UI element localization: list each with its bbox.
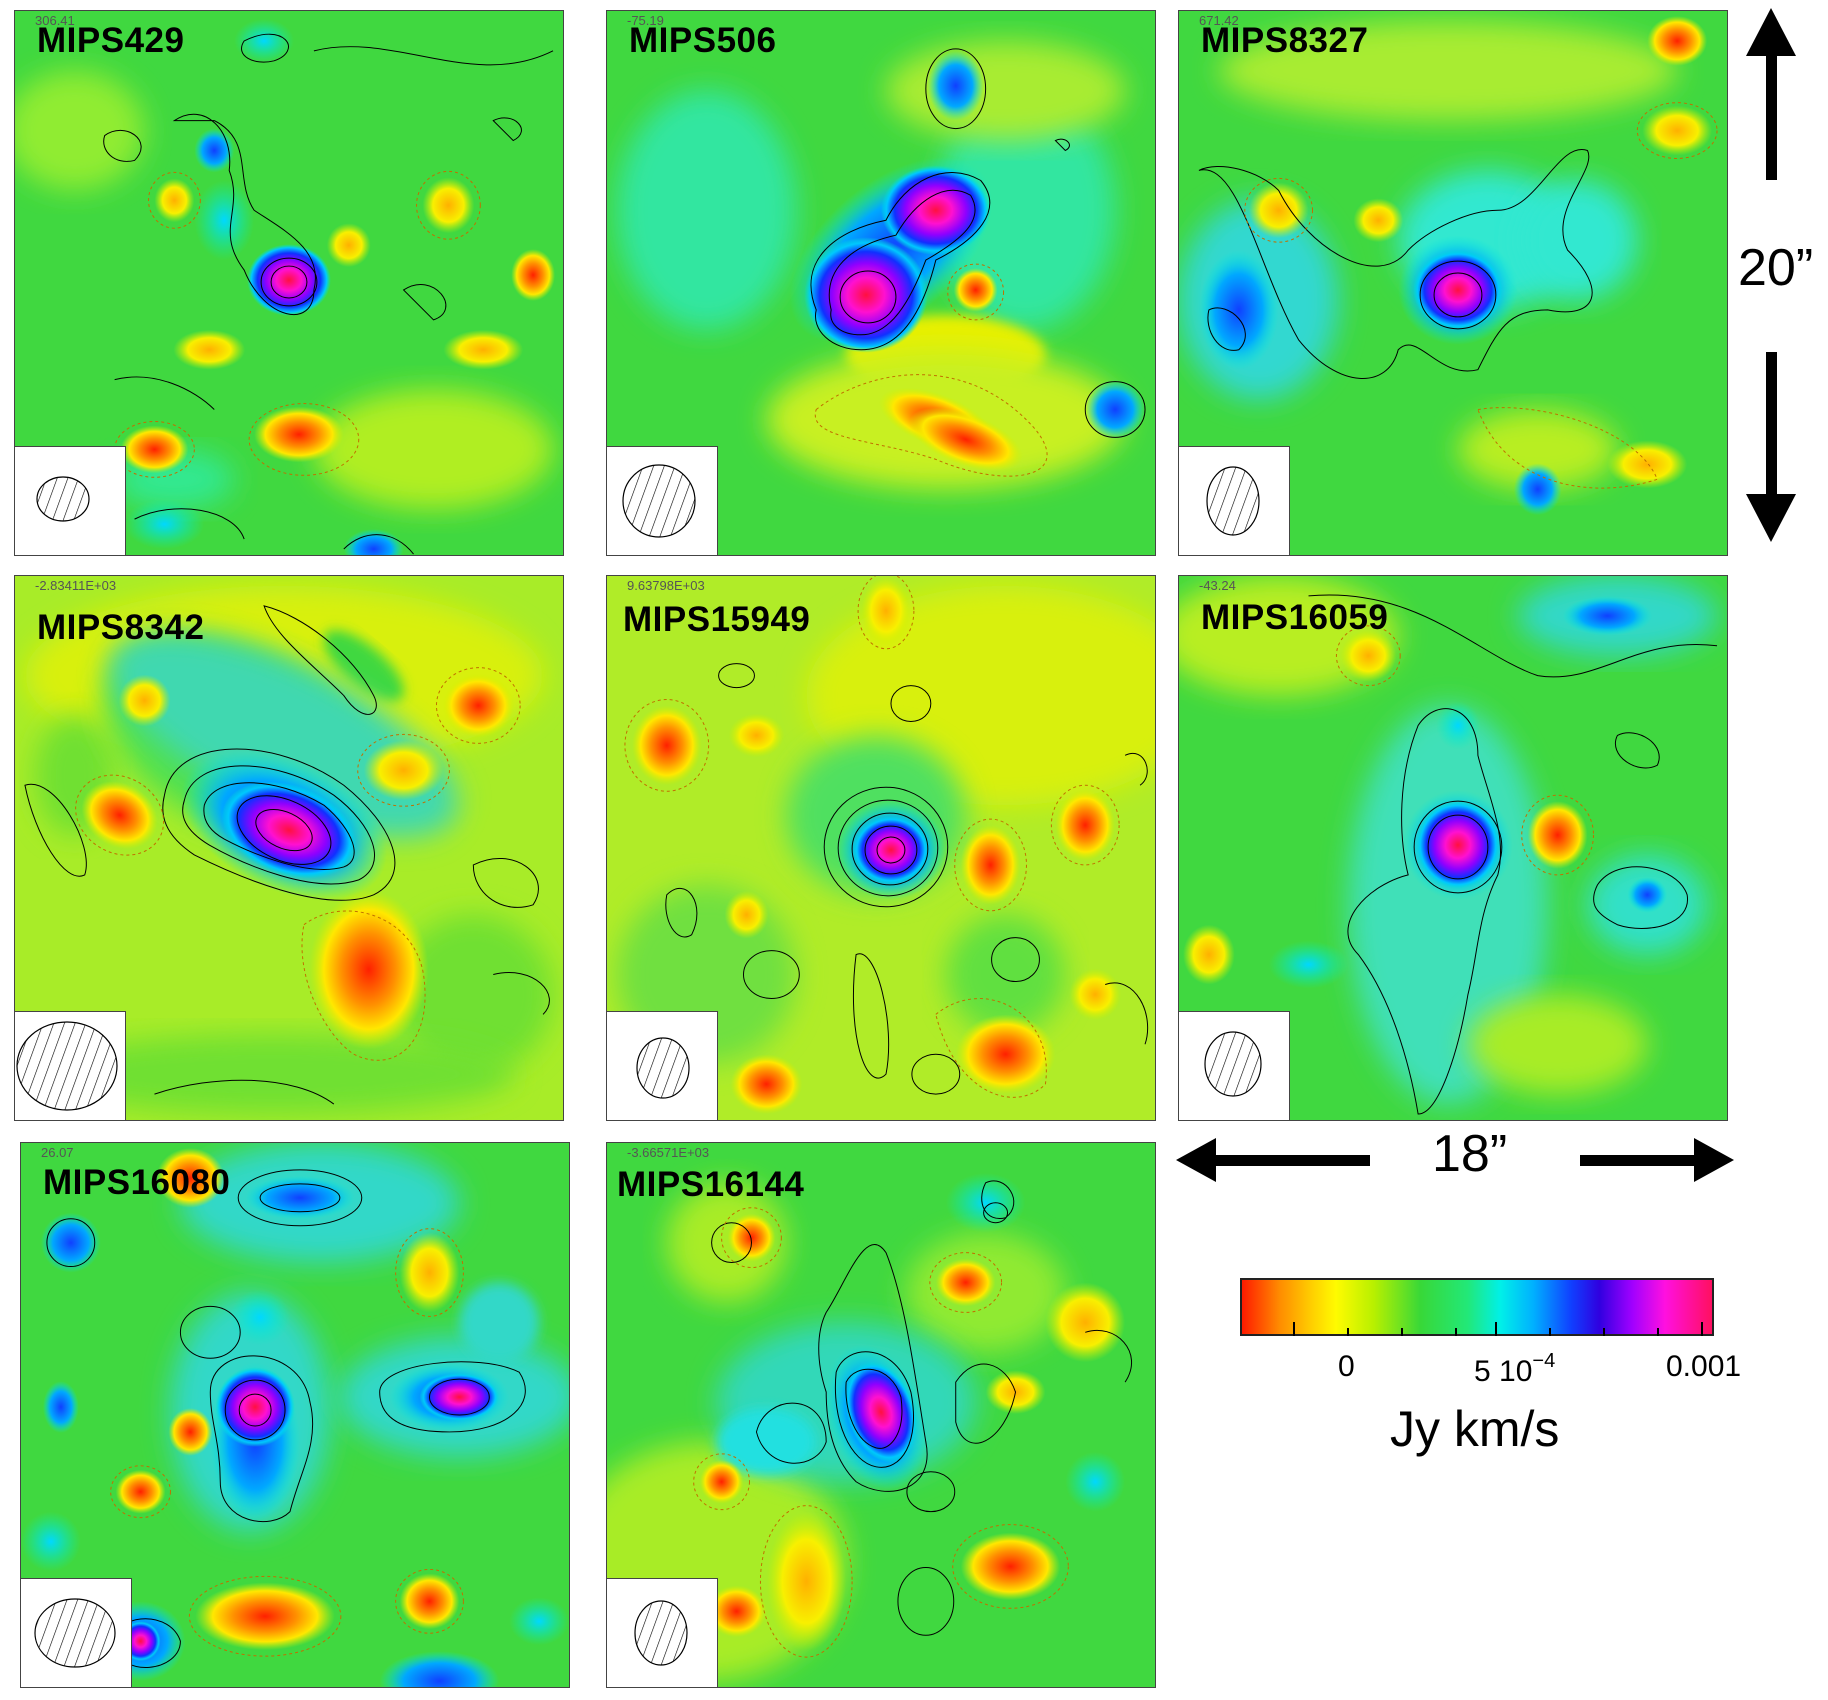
colorbar (1240, 1278, 1714, 1336)
panel-title: MIPS16080 (43, 1163, 231, 1202)
panel-mips16144: -3.66571E+03 MIPS16144 (606, 1142, 1156, 1688)
panel-mips16080: 26.07 MIPS16080 (20, 1142, 570, 1688)
beam-ellipse-icon (622, 464, 696, 538)
beam-ellipse-icon (636, 1037, 690, 1099)
beam-inset (15, 446, 126, 555)
beam-inset (1179, 1011, 1290, 1120)
colorbar-tick-zero: 0 (1338, 1350, 1355, 1383)
panel-mips8342: -2.83411E+03 MIPS8342 (14, 575, 564, 1121)
colorbar-ticks (1293, 1322, 1703, 1336)
colorbar-tick-mid: 5 10−4 (1474, 1350, 1555, 1389)
beam-inset (1179, 446, 1290, 555)
panel-corner-value: -75.19 (627, 13, 664, 28)
panel-title: MIPS15949 (623, 600, 811, 639)
panel-mips15949: 9.63798E+03 MIPS15949 (606, 575, 1156, 1121)
panel-title: MIPS506 (629, 21, 777, 60)
co-map-image (607, 1143, 1155, 1687)
co-map-image (15, 576, 563, 1120)
beam-ellipse-icon (1206, 466, 1260, 536)
beam-inset (607, 1011, 718, 1120)
colorbar-tick-mid-mantissa: 5 10 (1474, 1355, 1533, 1388)
beam-ellipse-icon (34, 1598, 116, 1668)
beam-ellipse-icon (36, 476, 90, 522)
panel-corner-value: -43.24 (1199, 578, 1236, 593)
panel-corner-value: -2.83411E+03 (35, 578, 117, 593)
panel-corner-value: -3.66571E+03 (627, 1145, 710, 1160)
panel-corner-value: 671.42 (1199, 13, 1239, 28)
beam-inset (607, 1578, 718, 1687)
beam-inset (15, 1011, 126, 1120)
panel-title: MIPS8342 (37, 608, 205, 647)
horizontal-scale-label: 18” (1432, 1125, 1508, 1183)
panel-mips8327: 671.42 MIPS8327 (1178, 10, 1728, 556)
colorbar-tick-mid-exponent: −4 (1532, 1350, 1556, 1372)
panel-corner-value: 26.07 (41, 1145, 74, 1160)
co-map-image (21, 1143, 569, 1687)
beam-ellipse-icon (16, 1021, 118, 1111)
colorbar-tick-max: 0.001 (1666, 1350, 1742, 1383)
vertical-scale-label: 20” (1738, 239, 1814, 297)
panel-mips506: -75.19 MIPS506 (606, 10, 1156, 556)
panel-title: MIPS8327 (1201, 21, 1369, 60)
panel-mips16059: -43.24 MIPS16059 (1178, 575, 1728, 1121)
beam-inset (607, 446, 718, 555)
panel-corner-value: 9.63798E+03 (627, 578, 705, 593)
co-map-image (607, 576, 1155, 1120)
panel-title: MIPS16144 (617, 1165, 805, 1204)
beam-inset (21, 1578, 132, 1687)
beam-ellipse-icon (634, 1600, 688, 1666)
panel-mips429: 306.41 MIPS429 (14, 10, 564, 556)
panel-corner-value: 306.41 (35, 13, 75, 28)
beam-ellipse-icon (1204, 1031, 1262, 1097)
panel-title: MIPS429 (37, 21, 185, 60)
panel-title: MIPS16059 (1201, 598, 1389, 637)
colorbar-unit-label: Jy km/s (1390, 1401, 1560, 1457)
